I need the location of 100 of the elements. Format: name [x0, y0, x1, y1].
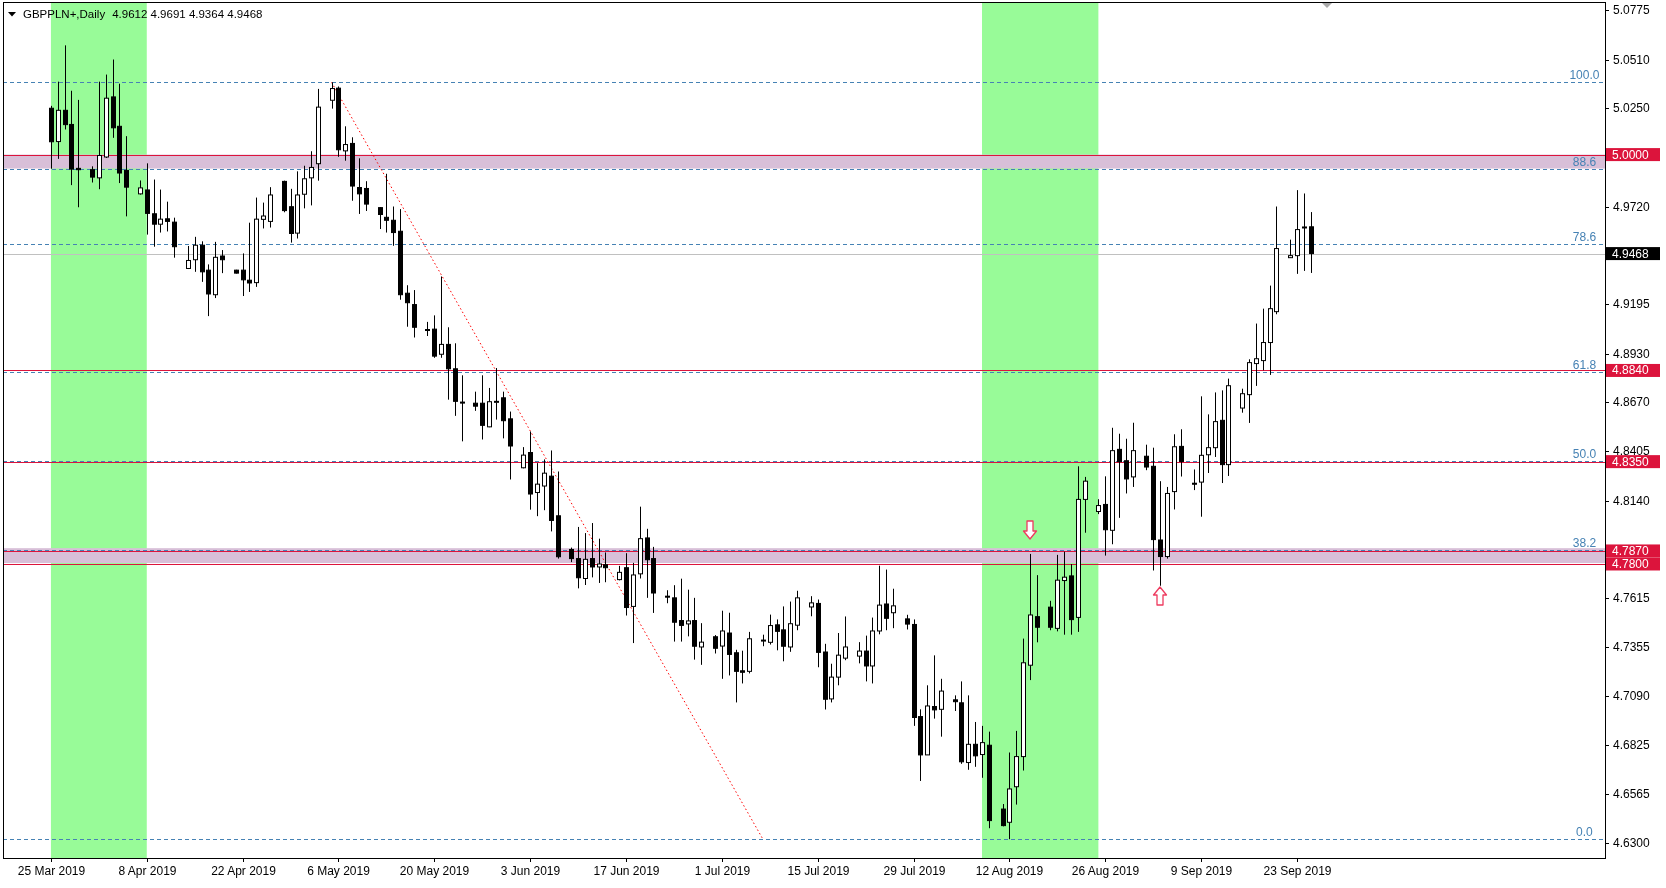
x-tick-label: 9 Sep 2019: [1170, 864, 1233, 878]
candlestick: [768, 614, 773, 646]
y-tick-label: 4.7355: [1613, 639, 1651, 654]
y-tick-label: 4.8670: [1613, 395, 1651, 410]
annotation: 50.0: [1572, 446, 1597, 461]
y-tick-label: 5.0775: [1613, 3, 1651, 18]
x-tick-label: 29 Jul 2019: [883, 864, 946, 878]
candlestick: [343, 125, 348, 162]
candlestick: [576, 526, 581, 589]
candlestick: [247, 222, 252, 293]
candlestick: [412, 289, 417, 339]
candlestick: [384, 173, 389, 234]
y-tick-label: 5.0250: [1613, 101, 1651, 116]
candlestick: [1062, 551, 1067, 636]
ref-line-label: 4.7800: [1612, 556, 1650, 571]
candlestick: [76, 99, 81, 208]
annotation: 38.2: [1572, 536, 1597, 551]
y-tick-label: 4.9195: [1613, 297, 1651, 312]
candlestick: [1206, 413, 1211, 474]
x-tick-label: 8 Apr 2019: [118, 864, 177, 878]
candlestick: [939, 678, 944, 738]
candlestick: [220, 249, 225, 274]
candlestick: [973, 721, 978, 768]
x-tick-label: 17 Jun 2019: [593, 864, 660, 878]
candlestick: [357, 157, 362, 215]
candlestick: [1302, 192, 1307, 272]
candlestick: [145, 162, 150, 236]
annotation: 78.6: [1572, 230, 1597, 245]
candlestick: [501, 391, 506, 439]
ref-line-label: 4.8840: [1612, 363, 1650, 378]
candlestick: [261, 202, 266, 229]
y-tick-label: 4.6565: [1613, 786, 1651, 801]
x-tick-label: 1 Jul 2019: [694, 864, 751, 878]
candlestick: [302, 165, 307, 209]
candlestick: [727, 612, 732, 676]
candlestick: [193, 236, 198, 273]
x-tick-label: 23 Sep 2019: [1263, 864, 1332, 878]
annotation: 100.0: [1569, 68, 1600, 83]
candlestick: [1144, 444, 1149, 471]
candlestick: [1254, 323, 1259, 387]
candlestick: [1083, 476, 1088, 534]
candlestick: [391, 206, 396, 247]
candlestick: [980, 725, 985, 779]
annotation: 88.6: [1572, 154, 1597, 169]
candlestick: [713, 634, 718, 654]
candlestick: [439, 275, 444, 359]
candlestick: [1261, 308, 1266, 371]
ref-line-label: 5.0000: [1612, 147, 1650, 162]
candlestick: [364, 180, 369, 212]
x-tick-label: 26 Aug 2019: [1071, 864, 1140, 878]
x-tick-label: 12 Aug 2019: [975, 864, 1044, 878]
candlestick: [1124, 438, 1129, 494]
ref-line-label: 4.7870: [1612, 543, 1650, 558]
x-tick-label: 22 Apr 2019: [211, 864, 277, 878]
candlestick: [97, 81, 102, 190]
candlestick: [1288, 239, 1293, 259]
y-tick-label: 4.9720: [1613, 199, 1651, 214]
candlestick: [720, 610, 725, 680]
candlestick: [1179, 428, 1184, 478]
ref-line-label: 4.8350: [1612, 454, 1650, 469]
candlestick: [590, 522, 595, 578]
candlestick: [1048, 600, 1053, 631]
candlestick: [932, 654, 937, 720]
candlestick: [1240, 388, 1245, 414]
x-tick-label: 15 Jul 2019: [787, 864, 850, 878]
y-tick-label: 4.6825: [1613, 738, 1651, 753]
candlestick: [809, 595, 814, 617]
candlestick: [460, 374, 465, 442]
candlestick: [884, 569, 889, 631]
candlestick: [1192, 468, 1197, 491]
candlestick: [378, 206, 383, 230]
candlestick: [542, 458, 547, 511]
y-tick-label: 4.6300: [1613, 836, 1651, 851]
text: 4.9612 4.9691 4.9364 4.9468: [112, 8, 263, 20]
annotation: 0.0: [1576, 825, 1594, 840]
candlestick: [124, 135, 129, 217]
candlestick: [241, 252, 246, 297]
candlestick: [788, 601, 793, 653]
candlestick: [699, 622, 704, 666]
candlestick: [494, 367, 499, 421]
candlestick: [535, 462, 540, 517]
y-tick-label: 4.7090: [1613, 689, 1651, 704]
candlestick: [473, 391, 478, 412]
y-tick-label: 5.0510: [1613, 52, 1651, 67]
text: GBPPLN+,Daily: [23, 8, 106, 20]
x-tick-label: 6 May 2019: [307, 864, 371, 878]
y-tick-label: 4.7615: [1613, 591, 1651, 606]
ref-line-label: 4.9468: [1612, 246, 1650, 261]
candlestick: [966, 694, 971, 771]
candlestick: [1117, 433, 1122, 519]
candlestick: [309, 150, 314, 206]
candlestick: [165, 201, 170, 232]
x-tick-label: 20 May 2019: [399, 864, 470, 878]
candlestick: [1035, 574, 1040, 643]
annotation: 61.8: [1572, 357, 1597, 372]
x-tick-label: 25 Mar 2019: [17, 864, 86, 878]
candlestick: [480, 374, 485, 440]
y-tick-label: 4.8140: [1613, 493, 1651, 508]
candlestick: [1158, 480, 1163, 587]
y-tick-label: 4.8930: [1613, 346, 1651, 361]
